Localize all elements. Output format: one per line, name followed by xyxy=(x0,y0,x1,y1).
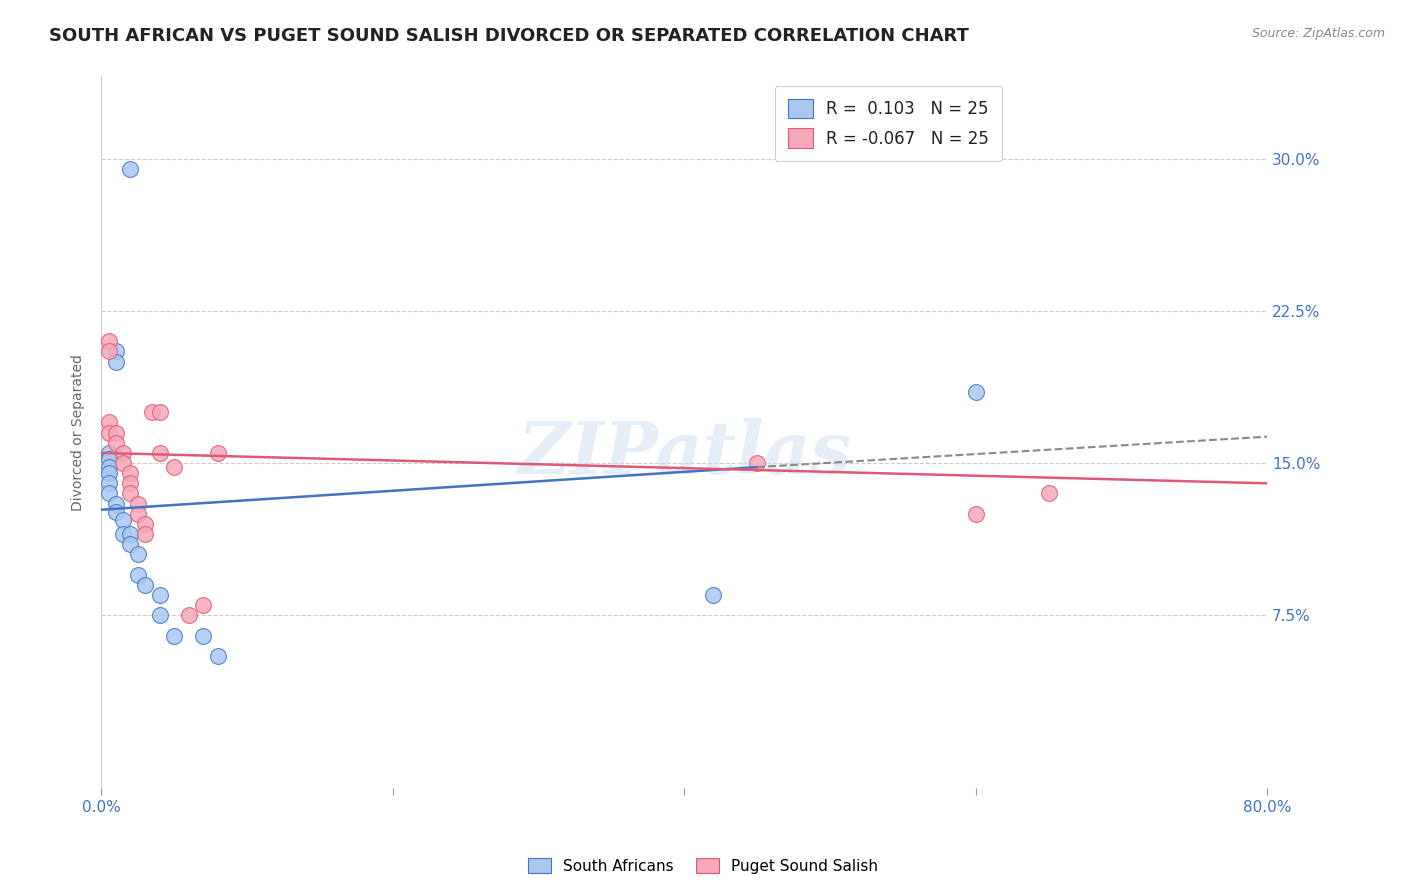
Point xyxy=(207,446,229,460)
Point xyxy=(148,588,170,602)
Point xyxy=(97,460,120,475)
Point xyxy=(104,435,127,450)
Point xyxy=(120,161,142,176)
Point xyxy=(747,456,769,470)
Point xyxy=(163,460,186,475)
Text: ZIPatlas: ZIPatlas xyxy=(517,418,852,490)
Point xyxy=(148,446,170,460)
Point xyxy=(127,497,149,511)
Point xyxy=(148,405,170,419)
Point xyxy=(97,334,120,349)
Point xyxy=(104,344,127,359)
Point xyxy=(177,608,200,623)
Point xyxy=(120,476,142,491)
Point xyxy=(120,537,142,551)
Text: Source: ZipAtlas.com: Source: ZipAtlas.com xyxy=(1251,27,1385,40)
Point xyxy=(104,505,127,519)
Point xyxy=(104,425,127,440)
Point xyxy=(702,588,724,602)
Point xyxy=(97,446,120,460)
Point xyxy=(134,527,156,541)
Point xyxy=(97,452,120,467)
Point xyxy=(148,608,170,623)
Point xyxy=(127,567,149,582)
Point xyxy=(134,516,156,531)
Point xyxy=(163,628,186,642)
Point xyxy=(127,547,149,561)
Point xyxy=(97,466,120,480)
Point xyxy=(97,476,120,491)
Point xyxy=(112,527,135,541)
Point xyxy=(104,354,127,368)
Point xyxy=(120,466,142,480)
Point xyxy=(1038,486,1060,500)
Point xyxy=(134,578,156,592)
Point xyxy=(141,405,163,419)
Point xyxy=(127,507,149,521)
Point xyxy=(120,527,142,541)
Point xyxy=(112,456,135,470)
Text: SOUTH AFRICAN VS PUGET SOUND SALISH DIVORCED OR SEPARATED CORRELATION CHART: SOUTH AFRICAN VS PUGET SOUND SALISH DIVO… xyxy=(49,27,969,45)
Point xyxy=(965,507,987,521)
Point xyxy=(120,486,142,500)
Legend: South Africans, Puget Sound Salish: South Africans, Puget Sound Salish xyxy=(522,852,884,880)
Point xyxy=(97,344,120,359)
Y-axis label: Divorced or Separated: Divorced or Separated xyxy=(72,354,86,511)
Point xyxy=(193,628,215,642)
Point xyxy=(97,486,120,500)
Point xyxy=(193,598,215,612)
Point xyxy=(112,446,135,460)
Point xyxy=(97,425,120,440)
Point xyxy=(104,497,127,511)
Point xyxy=(97,416,120,430)
Point xyxy=(965,384,987,399)
Point xyxy=(207,648,229,663)
Point xyxy=(112,513,135,527)
Legend: R =  0.103   N = 25, R = -0.067   N = 25: R = 0.103 N = 25, R = -0.067 N = 25 xyxy=(775,86,1002,161)
